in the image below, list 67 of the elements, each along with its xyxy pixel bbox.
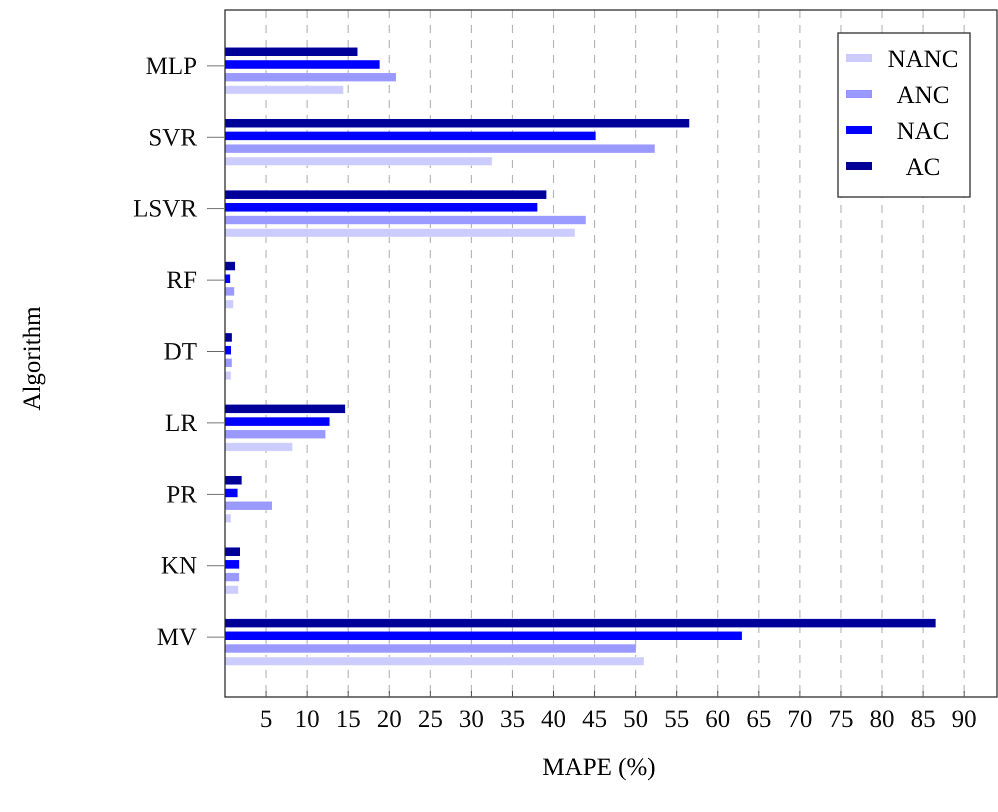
bar bbox=[224, 501, 272, 510]
x-tick-label: 60 bbox=[705, 706, 730, 733]
y-tick-label: LSVR bbox=[133, 196, 198, 223]
bar bbox=[224, 132, 596, 140]
y-tick-label: LR bbox=[165, 410, 198, 437]
y-tick-label: MV bbox=[156, 624, 197, 652]
y-tick-label: KN bbox=[160, 552, 197, 580]
y-tick-label: RF bbox=[166, 267, 197, 294]
bar bbox=[224, 216, 586, 224]
bar bbox=[224, 190, 546, 199]
y-tick-label: PR bbox=[166, 481, 198, 508]
bar bbox=[224, 333, 232, 342]
bar bbox=[224, 560, 240, 569]
y-axis-title: Algorithm bbox=[19, 306, 46, 411]
x-tick-label: 40 bbox=[541, 706, 566, 733]
y-tick-label: DT bbox=[164, 338, 197, 366]
bar bbox=[224, 228, 576, 237]
legend-label: ANC bbox=[896, 82, 950, 109]
bar bbox=[224, 60, 380, 69]
bar bbox=[224, 358, 232, 368]
bar bbox=[224, 442, 293, 452]
bar bbox=[224, 572, 240, 582]
x-tick-label: 20 bbox=[376, 706, 402, 733]
x-tick-label: 80 bbox=[870, 706, 895, 733]
bar bbox=[224, 203, 538, 212]
bar bbox=[224, 547, 240, 556]
bar bbox=[224, 618, 936, 628]
bar bbox=[224, 644, 636, 653]
bar bbox=[224, 404, 346, 414]
bar bbox=[224, 656, 644, 666]
bar bbox=[224, 287, 234, 296]
x-tick-label: 25 bbox=[418, 706, 443, 733]
x-tick-label: 10 bbox=[294, 706, 320, 733]
x-tick-label: 35 bbox=[500, 706, 525, 733]
bar bbox=[224, 488, 238, 498]
x-tick-label: 75 bbox=[828, 706, 854, 733]
bar bbox=[224, 300, 234, 308]
legend-label: NANC bbox=[888, 46, 958, 73]
x-tick-label: 55 bbox=[664, 706, 690, 733]
bar bbox=[224, 632, 742, 640]
x-tick-label: 45 bbox=[582, 706, 608, 733]
bar bbox=[224, 144, 655, 153]
x-tick-label: 50 bbox=[623, 706, 648, 733]
bar bbox=[224, 72, 396, 82]
bar bbox=[224, 430, 326, 439]
bar bbox=[224, 371, 231, 380]
y-tick-label: SVR bbox=[148, 124, 198, 152]
bar bbox=[224, 48, 358, 56]
legend-label: NAC bbox=[896, 118, 950, 145]
bar bbox=[224, 157, 492, 166]
x-axis-title: MAPE (%) bbox=[542, 754, 656, 781]
bar bbox=[224, 118, 690, 128]
x-tick-label: 30 bbox=[458, 706, 484, 733]
x-tick-label: 65 bbox=[746, 706, 772, 733]
legend-label: AC bbox=[906, 154, 940, 181]
bar bbox=[224, 262, 236, 270]
x-tick-label: 5 bbox=[260, 706, 272, 733]
y-tick-label: MLP bbox=[146, 52, 197, 80]
x-tick-label: 15 bbox=[336, 706, 361, 733]
bar bbox=[224, 476, 242, 485]
bar bbox=[224, 86, 344, 94]
bar bbox=[224, 586, 238, 594]
bar bbox=[224, 417, 330, 426]
x-tick-label: 90 bbox=[952, 706, 977, 733]
bar bbox=[224, 274, 230, 283]
x-tick-label: 85 bbox=[910, 706, 936, 733]
x-tick-label: 70 bbox=[787, 706, 812, 733]
